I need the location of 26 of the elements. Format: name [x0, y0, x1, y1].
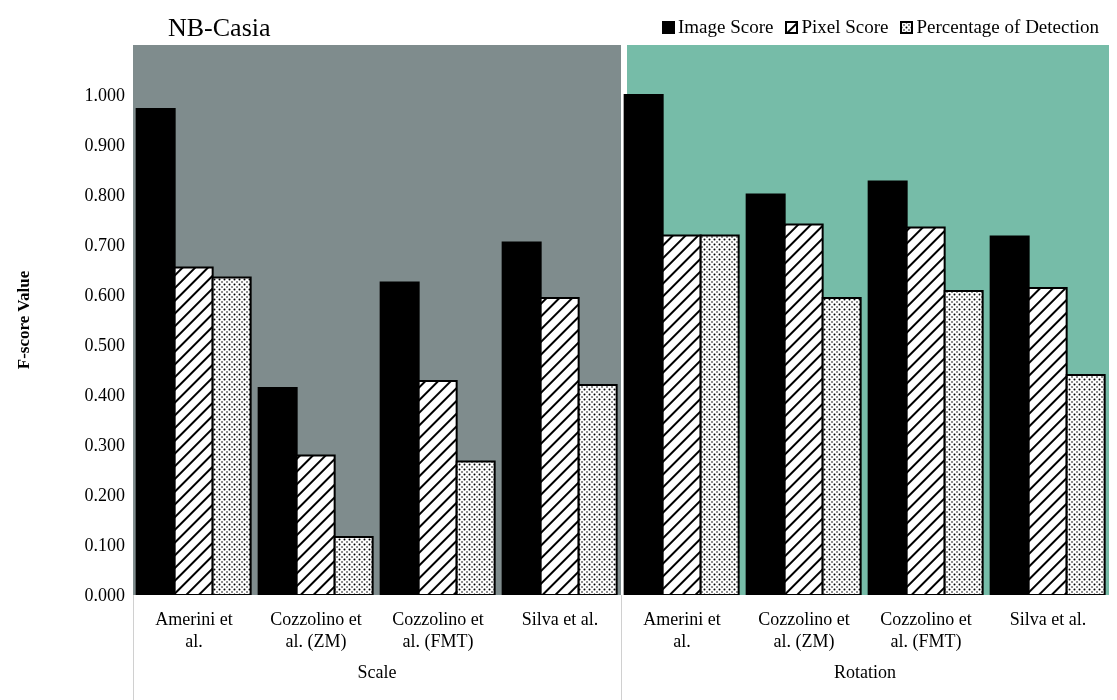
x-tick-label: Cozzolino et al. (ZM) [270, 609, 362, 652]
chart-title: NB-Casia [168, 13, 271, 43]
y-tick-label: 0.500 [84, 335, 125, 356]
x-tick-label: Silva et al. [1009, 609, 1087, 629]
y-tick-label: 0.100 [84, 535, 125, 556]
y-tick-label: 0.200 [84, 485, 125, 506]
y-tick-label: 0.000 [84, 585, 125, 606]
y-tick-label: 1.000 [84, 85, 125, 106]
y-tick-label: 0.700 [84, 235, 125, 256]
y-tick-label: 0.600 [84, 285, 125, 306]
x-tick-label: Cozzolino et al. (FMT) [880, 609, 972, 652]
x-tick-label: Silva et al. [521, 609, 599, 629]
legend-label: Pixel Score [801, 16, 889, 38]
y-tick-label: 0.900 [84, 135, 125, 156]
x-tick-label: Amerini et al. [155, 609, 233, 651]
legend-label: Image Score [677, 16, 774, 38]
y-axis-title: F-score Value [14, 270, 34, 370]
y-tick-label: 0.400 [84, 385, 125, 406]
legend-label: Percentage of Detection [916, 16, 1099, 38]
x-tick-label: Amerini et al. [643, 609, 721, 651]
x-tick-label: Cozzolino et al. (FMT) [392, 609, 484, 652]
y-tick-label: 0.300 [84, 435, 125, 456]
text: Scale [356, 662, 398, 683]
y-tick-label: 0.800 [84, 185, 125, 206]
x-tick-label: Cozzolino et al. (ZM) [758, 609, 850, 652]
text: Rotation [833, 662, 897, 683]
